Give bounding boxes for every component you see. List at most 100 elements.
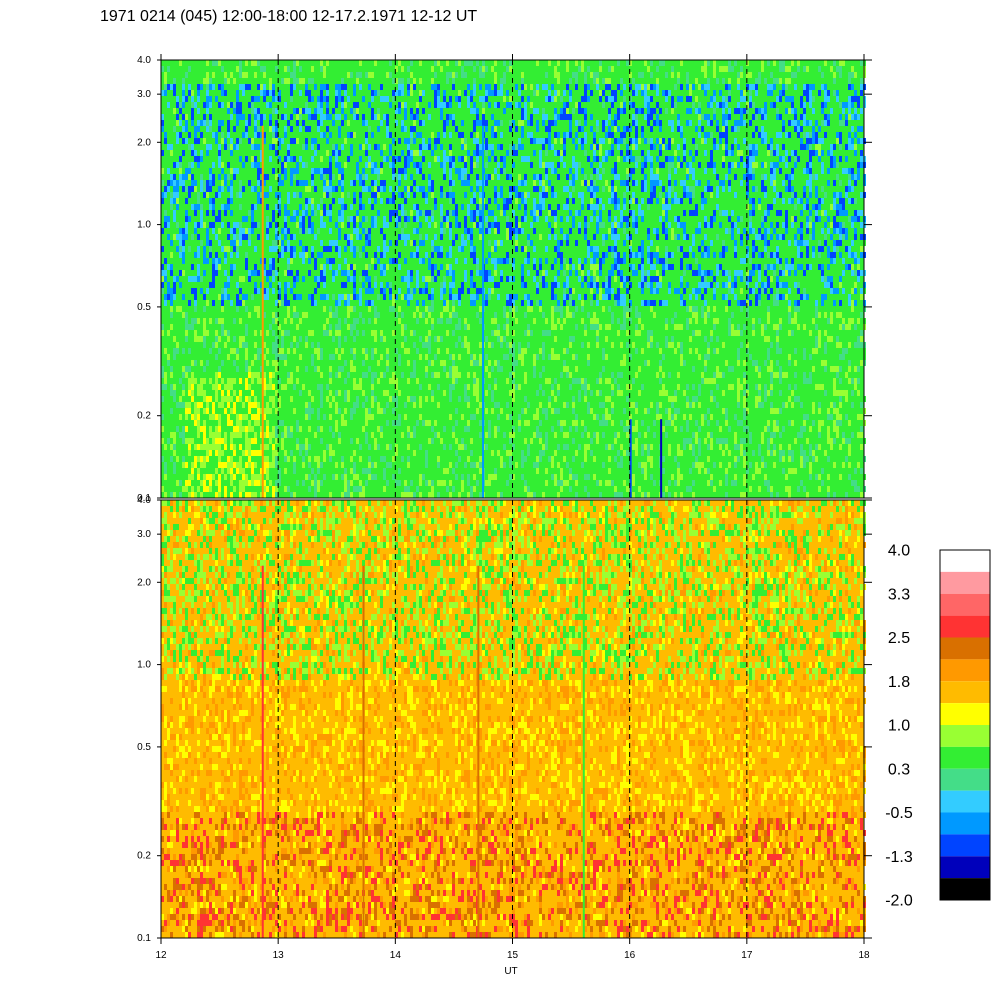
upper-heat-cell [287, 432, 290, 438]
upper-heat-cell [545, 420, 548, 426]
upper-heat-cell [170, 294, 173, 300]
upper-heat-cell [359, 390, 362, 396]
upper-heat-cell [338, 114, 341, 120]
upper-heat-cell [371, 162, 374, 168]
upper-heat-cell [569, 78, 572, 84]
upper-heat-cell [275, 486, 278, 492]
upper-heat-cell [401, 228, 404, 234]
upper-heat-cell [389, 306, 392, 312]
upper-heat-cell [236, 96, 239, 102]
upper-heat-cell [293, 366, 296, 372]
upper-heat-cell [254, 354, 257, 360]
upper-heat-cell [371, 132, 374, 138]
upper-heat-cell [503, 222, 506, 228]
upper-heat-cell [422, 276, 425, 282]
upper-heat-cell [521, 300, 524, 306]
upper-heat-cell [248, 360, 251, 366]
upper-heat-cell [521, 228, 524, 234]
upper-heat-cell [269, 222, 272, 228]
upper-heat-cell [227, 462, 230, 468]
upper-heat-cell [296, 480, 299, 486]
upper-heat-cell [593, 282, 596, 288]
upper-heat-cell [527, 468, 530, 474]
upper-heat-cell [290, 396, 293, 402]
upper-heat-cell [197, 72, 200, 78]
upper-heat-cell [248, 420, 251, 426]
upper-heat-cell [182, 366, 185, 372]
upper-heat-cell [482, 66, 485, 72]
upper-heat-cell [605, 84, 608, 90]
upper-heat-cell [395, 66, 398, 72]
upper-heat-cell [545, 84, 548, 90]
upper-heat-cell [308, 384, 311, 390]
upper-heat-cell [551, 312, 554, 318]
upper-heat-cell [209, 240, 212, 246]
upper-heat-cell [551, 186, 554, 192]
upper-heat-cell [515, 432, 518, 438]
upper-heat-cell [566, 480, 569, 486]
upper-heat-cell [377, 186, 380, 192]
upper-heat-cell [455, 258, 458, 264]
upper-heat-cell [353, 180, 356, 186]
upper-heat-cell [500, 492, 503, 498]
upper-heat-cell [239, 132, 242, 138]
upper-heat-cell [209, 414, 212, 420]
upper-heat-cell [461, 474, 464, 480]
upper-heat-cell [578, 120, 581, 126]
upper-heat-cell [245, 156, 248, 162]
upper-heat-cell [293, 138, 296, 144]
upper-heat-cell [530, 66, 533, 72]
upper-heat-cell [578, 336, 581, 342]
upper-heat-cell [476, 480, 479, 486]
upper-heat-cell [350, 462, 353, 468]
upper-heat-cell [506, 294, 509, 300]
upper-heat-cell [575, 384, 578, 390]
upper-heat-cell [188, 348, 191, 354]
upper-heat-cell [401, 102, 404, 108]
upper-heat-cell [206, 78, 209, 84]
upper-heat-cell [200, 60, 203, 66]
upper-heat-cell [593, 246, 596, 252]
upper-heat-cell [503, 354, 506, 360]
upper-heat-cell [206, 450, 209, 456]
upper-heat-cell [197, 384, 200, 390]
upper-heat-cell [305, 162, 308, 168]
upper-heat-cell [584, 228, 587, 234]
upper-heat-cell [368, 288, 371, 294]
upper-heat-cell [320, 480, 323, 486]
upper-heat-cell [290, 234, 293, 240]
upper-heat-cell [551, 408, 554, 414]
upper-heat-cell [215, 480, 218, 486]
upper-heat-cell [215, 354, 218, 360]
upper-heat-cell [503, 474, 506, 480]
upper-heat-cell [446, 300, 449, 306]
upper-heat-cell [176, 348, 179, 354]
upper-heat-cell [440, 384, 443, 390]
upper-heat-cell [275, 348, 278, 354]
upper-heat-cell [239, 426, 242, 432]
upper-heat-cell [461, 174, 464, 180]
upper-heat-cell [260, 60, 263, 66]
upper-heat-cell [404, 216, 407, 222]
upper-heat-cell [596, 384, 599, 390]
upper-heat-cell [476, 210, 479, 216]
upper-heat-cell [185, 216, 188, 222]
upper-heat-cell [290, 270, 293, 276]
upper-heat-cell [581, 342, 584, 348]
upper-heat-cell [512, 372, 515, 378]
upper-heat-cell [497, 336, 500, 342]
upper-heat-cell [542, 354, 545, 360]
upper-heat-cell [389, 258, 392, 264]
upper-heat-cell [473, 294, 476, 300]
upper-heat-cell [473, 474, 476, 480]
upper-heat-cell [572, 336, 575, 342]
upper-heat-cell [356, 486, 359, 492]
upper-heat-cell [272, 132, 275, 138]
upper-heat-cell [581, 192, 584, 198]
upper-heat-cell [428, 174, 431, 180]
upper-heat-cell [308, 486, 311, 492]
upper-heat-cell [377, 210, 380, 216]
upper-heat-cell [485, 216, 488, 222]
upper-heat-cell [476, 396, 479, 402]
upper-heat-cell [398, 138, 401, 144]
